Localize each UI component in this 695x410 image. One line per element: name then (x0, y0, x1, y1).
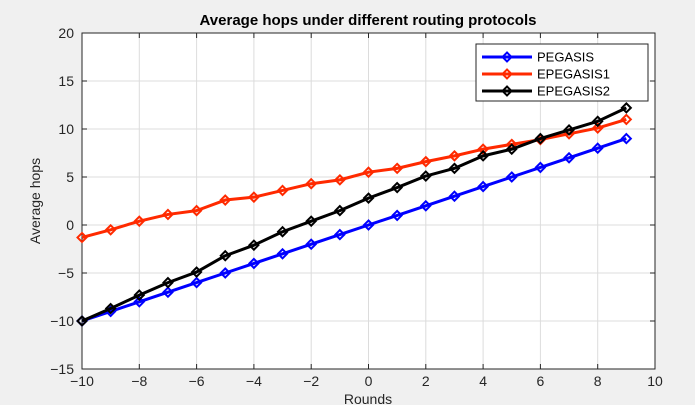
data-point-epegasis1 (276, 184, 289, 197)
data-point-epegasis2 (104, 302, 117, 315)
data-point-epegasis1 (247, 191, 260, 204)
data-point-pegasis (391, 209, 404, 222)
data-point-pegasis (477, 180, 490, 193)
x-axis-label: Rounds (344, 391, 392, 405)
data-point-epegasis2 (247, 239, 260, 252)
legend-marker-epegasis1 (501, 68, 513, 80)
data-point-epegasis1 (219, 194, 232, 206)
data-point-epegasis2 (276, 225, 289, 238)
data-point-epegasis1 (477, 143, 490, 156)
data-point-epegasis2 (591, 115, 604, 128)
data-point-epegasis2 (133, 289, 146, 301)
data-point-epegasis2 (534, 132, 547, 145)
data-point-epegasis2 (391, 181, 404, 194)
data-point-epegasis2 (76, 315, 88, 327)
y-tick-label: 0 (66, 217, 74, 233)
y-tick-label: −5 (58, 265, 74, 281)
y-tick-label: 5 (66, 169, 74, 185)
y-tick-label: 15 (58, 73, 74, 89)
legend: PEGASIS EPEGASIS1 EPEGASIS2 (475, 43, 649, 102)
data-point-epegasis1 (448, 149, 461, 162)
data-point-epegasis2 (563, 124, 575, 136)
data-point-epegasis2 (305, 215, 318, 228)
data-point-pegasis (620, 132, 633, 145)
data-point-pegasis (219, 267, 232, 279)
x-tick-label: 0 (365, 373, 373, 389)
legend-marker-pegasis (501, 51, 513, 63)
y-tick-label: 20 (58, 25, 74, 41)
data-point-epegasis1 (305, 177, 318, 190)
legend-label-epegasis1: EPEGASIS1 (537, 67, 610, 82)
x-tick-label: −8 (131, 373, 147, 389)
x-tick-label: −10 (70, 373, 94, 389)
data-point-epegasis1 (333, 173, 346, 186)
x-tick-label: 6 (537, 373, 545, 389)
data-point-pegasis (247, 257, 260, 270)
data-point-epegasis1 (362, 166, 375, 179)
chart-title: Average hops under different routing pro… (200, 12, 537, 29)
data-point-pegasis (362, 219, 375, 231)
data-point-pegasis (505, 171, 518, 183)
y-axis-label: Average hops (27, 158, 43, 244)
legend-label-epegasis2: EPEGASIS2 (537, 84, 610, 99)
data-point-pegasis (276, 247, 289, 260)
x-tick-label: 2 (422, 373, 430, 389)
data-point-pegasis (591, 142, 604, 155)
data-point-epegasis2 (505, 143, 518, 156)
y-tick-label: −10 (50, 313, 74, 329)
x-tick-label: −6 (189, 373, 205, 389)
data-point-epegasis1 (591, 122, 604, 134)
data-point-epegasis2 (620, 101, 633, 114)
data-point-pegasis (133, 295, 146, 308)
data-point-epegasis2 (333, 204, 346, 217)
data-point-pegasis (419, 199, 432, 212)
data-point-epegasis1 (133, 215, 146, 228)
data-point-epegasis2 (477, 149, 490, 162)
data-point-epegasis2 (219, 249, 232, 262)
series-line-epegasis2 (81, 106, 627, 323)
data-point-pegasis (190, 276, 203, 289)
data-point-epegasis1 (162, 208, 174, 221)
data-point-epegasis1 (190, 204, 203, 217)
data-point-epegasis1 (104, 223, 117, 236)
data-point-pegasis (305, 238, 318, 251)
series-group (76, 101, 633, 327)
data-point-epegasis2 (190, 266, 203, 278)
x-tick-label: −4 (246, 373, 262, 389)
x-tick-label: 8 (594, 373, 602, 389)
x-tick-label: −2 (303, 373, 319, 389)
legend-label-pegasis: PEGASIS (537, 50, 594, 65)
data-point-epegasis2 (162, 276, 174, 289)
data-point-epegasis1 (76, 231, 88, 244)
y-tick-label: 10 (58, 121, 74, 137)
data-point-epegasis2 (419, 170, 432, 182)
data-point-epegasis1 (391, 162, 404, 175)
data-point-epegasis1 (419, 155, 432, 168)
data-point-pegasis (534, 161, 547, 174)
data-point-epegasis2 (448, 162, 461, 175)
series-line-pegasis (81, 137, 627, 323)
data-point-pegasis (333, 228, 346, 241)
data-point-epegasis1 (620, 113, 633, 126)
x-tick-label: 10 (647, 373, 663, 389)
legend-marker-epegasis2 (501, 85, 513, 97)
data-point-pegasis (162, 286, 174, 299)
data-point-epegasis2 (362, 192, 375, 205)
y-tick-label: −15 (50, 361, 74, 377)
x-tick-label: 4 (479, 373, 487, 389)
data-point-pegasis (563, 151, 575, 164)
data-point-pegasis (448, 190, 461, 203)
